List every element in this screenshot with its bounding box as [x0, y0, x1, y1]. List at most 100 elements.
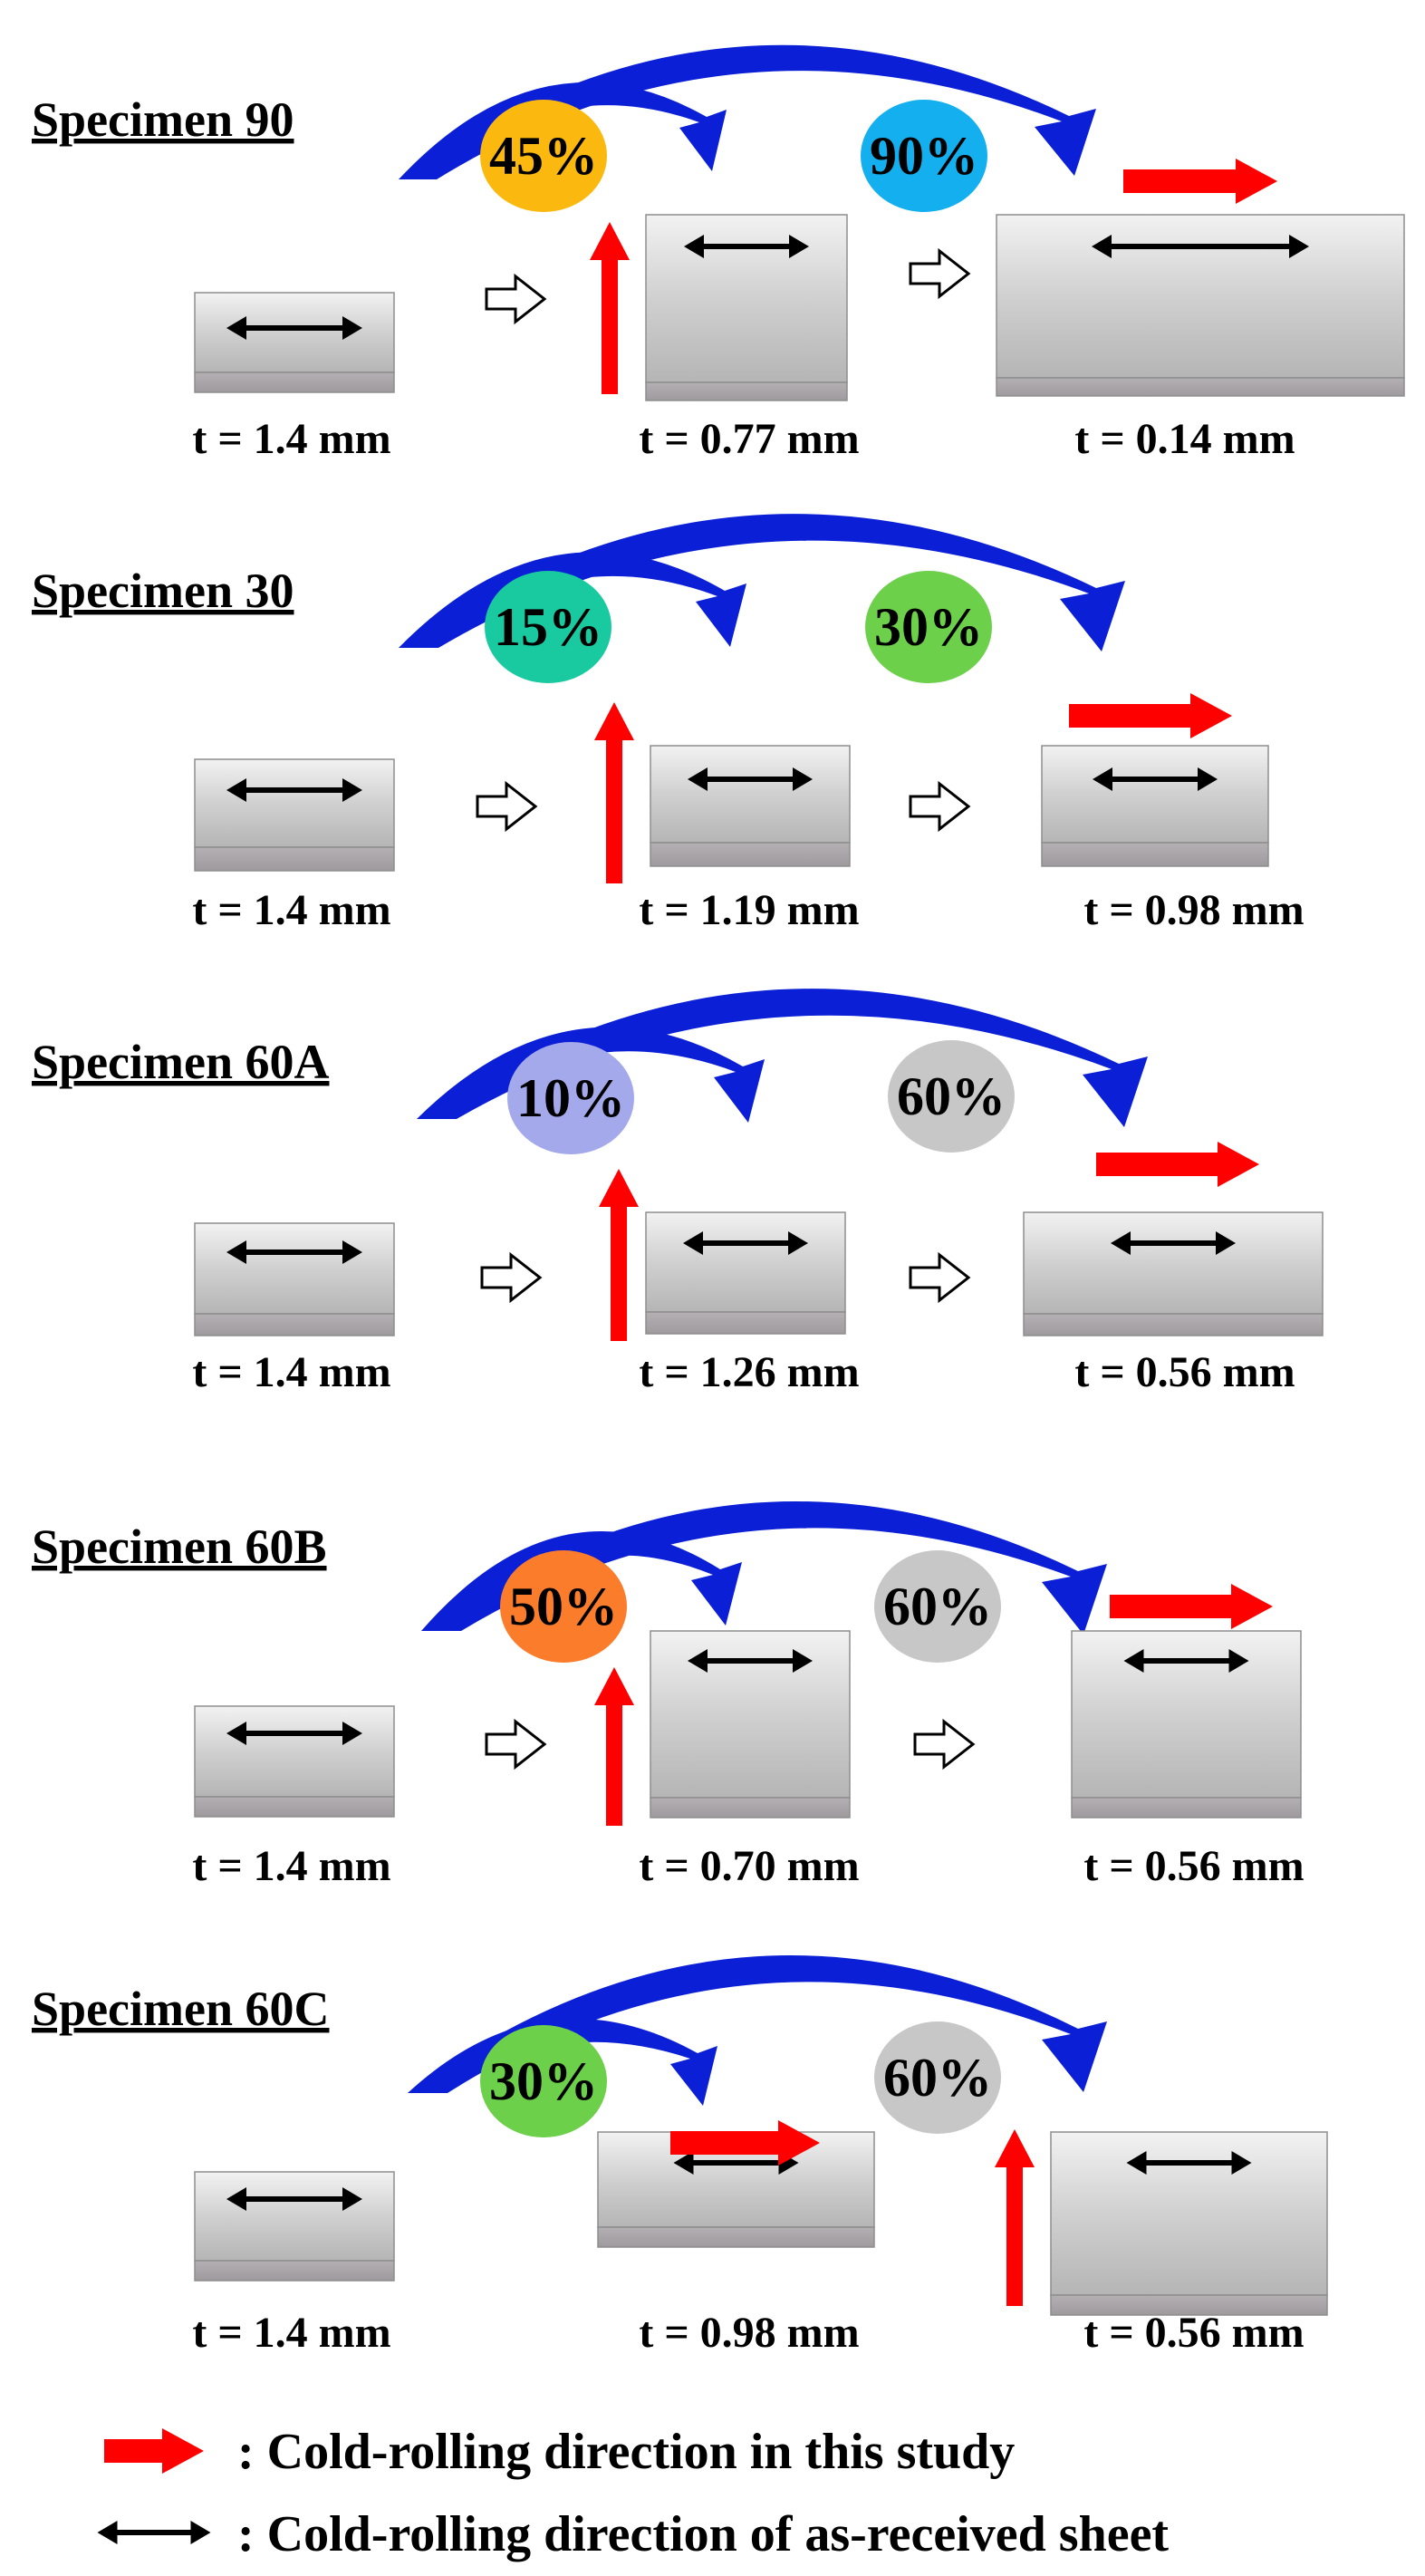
- sheet-stage-1: [194, 758, 395, 872]
- reduction-badge: 30%: [480, 2025, 607, 2137]
- thickness-label: t = 1.4 mm: [192, 415, 390, 463]
- thickness-label: t = 0.70 mm: [639, 1842, 859, 1890]
- specimen-title: Specimen 90: [32, 92, 294, 147]
- reduction-label: 30%: [489, 2051, 598, 2111]
- specimen-row: Specimen 60A 10% 60% t = 1.4 mm t = 1.26 mm t…: [32, 989, 1324, 1396]
- red-arrow-icon: [670, 2120, 820, 2166]
- double-headed-arrow-icon: [1093, 767, 1218, 791]
- red-arrow-icon: [594, 702, 634, 883]
- thickness-label: t = 0.14 mm: [1074, 415, 1295, 463]
- sheet-stage-1: [194, 1222, 395, 1336]
- reduction-label: 90%: [870, 126, 978, 186]
- sheet-stage-1: [194, 2171, 395, 2282]
- sheet-stage-1: [194, 1705, 395, 1818]
- process-arrow-icon: [909, 780, 971, 833]
- sheet-stage-3: [1050, 2131, 1328, 2316]
- reduction-badge: 50%: [500, 1550, 627, 1663]
- first-pass-arrow-icon: [399, 82, 727, 179]
- second-pass-arrow-icon: [417, 989, 1148, 1127]
- thickness-label: t = 1.4 mm: [192, 886, 390, 934]
- process-arrow-icon: [485, 1718, 547, 1770]
- reduction-badge: 30%: [865, 571, 992, 683]
- reduction-label: 60%: [897, 1066, 1006, 1126]
- specimen-title: Specimen 60C: [32, 1982, 329, 2036]
- double-headed-arrow-icon: [226, 316, 362, 340]
- second-pass-arrow-icon: [399, 514, 1125, 651]
- reduction-label: 30%: [874, 597, 983, 657]
- second-pass-arrow-icon: [408, 1954, 1107, 2093]
- reduction-badge: 60%: [874, 2021, 1001, 2134]
- red-arrow-icon: [590, 222, 630, 394]
- thickness-label: t = 0.56 mm: [1083, 2309, 1304, 2357]
- thickness-label: t = 1.4 mm: [192, 2309, 390, 2357]
- second-pass-arrow-icon: [399, 44, 1096, 179]
- double-headed-arrow-icon: [1123, 1649, 1249, 1673]
- double-headed-arrow-icon: [226, 2187, 362, 2211]
- thickness-label: t = 0.56 mm: [1074, 1348, 1295, 1396]
- double-headed-arrow-icon: [684, 235, 809, 258]
- reduction-label: 10%: [516, 1068, 625, 1128]
- red-arrow-icon: [104, 2428, 204, 2474]
- red-arrow-icon: [1096, 1142, 1259, 1187]
- double-headed-arrow-icon: [688, 767, 813, 791]
- reduction-label: 60%: [883, 1577, 992, 1636]
- double-headed-arrow-icon: [226, 1722, 362, 1745]
- first-pass-arrow-icon: [421, 1530, 742, 1631]
- specimen-row: Specimen 60C 30% 60% t = 1.4 mm t = 0.98 mm t…: [32, 1954, 1328, 2357]
- legend-item-as-received: : Cold-rolling direction of as-received …: [237, 2506, 1169, 2562]
- reduction-badge: 45%: [480, 100, 607, 212]
- thickness-label: t = 0.56 mm: [1083, 1842, 1304, 1890]
- reduction-label: 60%: [883, 2048, 992, 2108]
- specimen-title: Specimen 60B: [32, 1520, 327, 1574]
- second-pass-arrow-icon: [421, 1500, 1107, 1635]
- sheet-stage-3: [1041, 745, 1269, 867]
- specimen-title: Specimen 60A: [32, 1035, 329, 1089]
- reduction-badge: 60%: [888, 1040, 1015, 1153]
- process-arrow-icon: [485, 273, 547, 325]
- first-pass-arrow-icon: [399, 552, 746, 648]
- reduction-label: 50%: [509, 1577, 618, 1636]
- sheet-stage-1: [194, 292, 395, 393]
- specimen-row: Specimen 30 15% 30% t = 1.4 mm t = 1.19 mm t …: [32, 514, 1305, 934]
- red-arrow-icon: [1069, 693, 1232, 738]
- sheet-stage-3: [996, 214, 1405, 397]
- process-arrow-icon: [480, 1251, 543, 1304]
- double-headed-arrow-icon: [1111, 1231, 1236, 1255]
- red-arrow-icon: [1110, 1584, 1273, 1629]
- double-headed-arrow-icon: [1092, 235, 1309, 258]
- specimen-title: Specimen 30: [32, 564, 294, 618]
- thickness-label: t = 1.26 mm: [639, 1348, 859, 1396]
- first-pass-arrow-icon: [417, 1027, 765, 1123]
- specimen-row: Specimen 90 45% 90% t = 1.4 mm t = 0.77 mm t …: [32, 44, 1405, 463]
- thickness-label: t = 0.98 mm: [1083, 886, 1304, 934]
- red-arrow-icon: [1123, 159, 1277, 204]
- sheet-stage-2: [645, 1211, 846, 1335]
- process-arrow-icon: [909, 247, 971, 300]
- reduction-label: 15%: [494, 597, 602, 657]
- process-arrow-icon: [913, 1718, 976, 1770]
- thickness-label: t = 1.19 mm: [639, 886, 859, 934]
- process-arrow-icon: [476, 780, 538, 833]
- thickness-label: t = 0.98 mm: [639, 2309, 859, 2357]
- double-headed-arrow-icon: [683, 1231, 808, 1255]
- sheet-stage-3: [1071, 1630, 1302, 1819]
- sheet-stage-2: [650, 745, 851, 867]
- double-headed-arrow-icon: [688, 1649, 813, 1673]
- sheet-stage-2: [645, 214, 848, 401]
- thickness-label: t = 1.4 mm: [192, 1842, 390, 1890]
- sheet-stage-3: [1023, 1211, 1324, 1336]
- double-headed-arrow-icon: [1126, 2151, 1252, 2175]
- thickness-label: t = 0.77 mm: [639, 415, 859, 463]
- reduction-label: 45%: [489, 126, 598, 186]
- reduction-badge: 90%: [861, 100, 987, 212]
- red-arrow-icon: [599, 1169, 639, 1341]
- process-arrow-icon: [909, 1251, 971, 1304]
- thickness-label: t = 1.4 mm: [192, 1348, 390, 1396]
- double-headed-arrow-icon: [226, 778, 362, 802]
- reduction-badge: 60%: [874, 1550, 1001, 1663]
- double-headed-arrow-icon: [97, 2521, 211, 2544]
- red-arrow-icon: [594, 1667, 634, 1826]
- first-pass-arrow-icon: [408, 2018, 717, 2106]
- sheet-stage-2: [650, 1630, 851, 1819]
